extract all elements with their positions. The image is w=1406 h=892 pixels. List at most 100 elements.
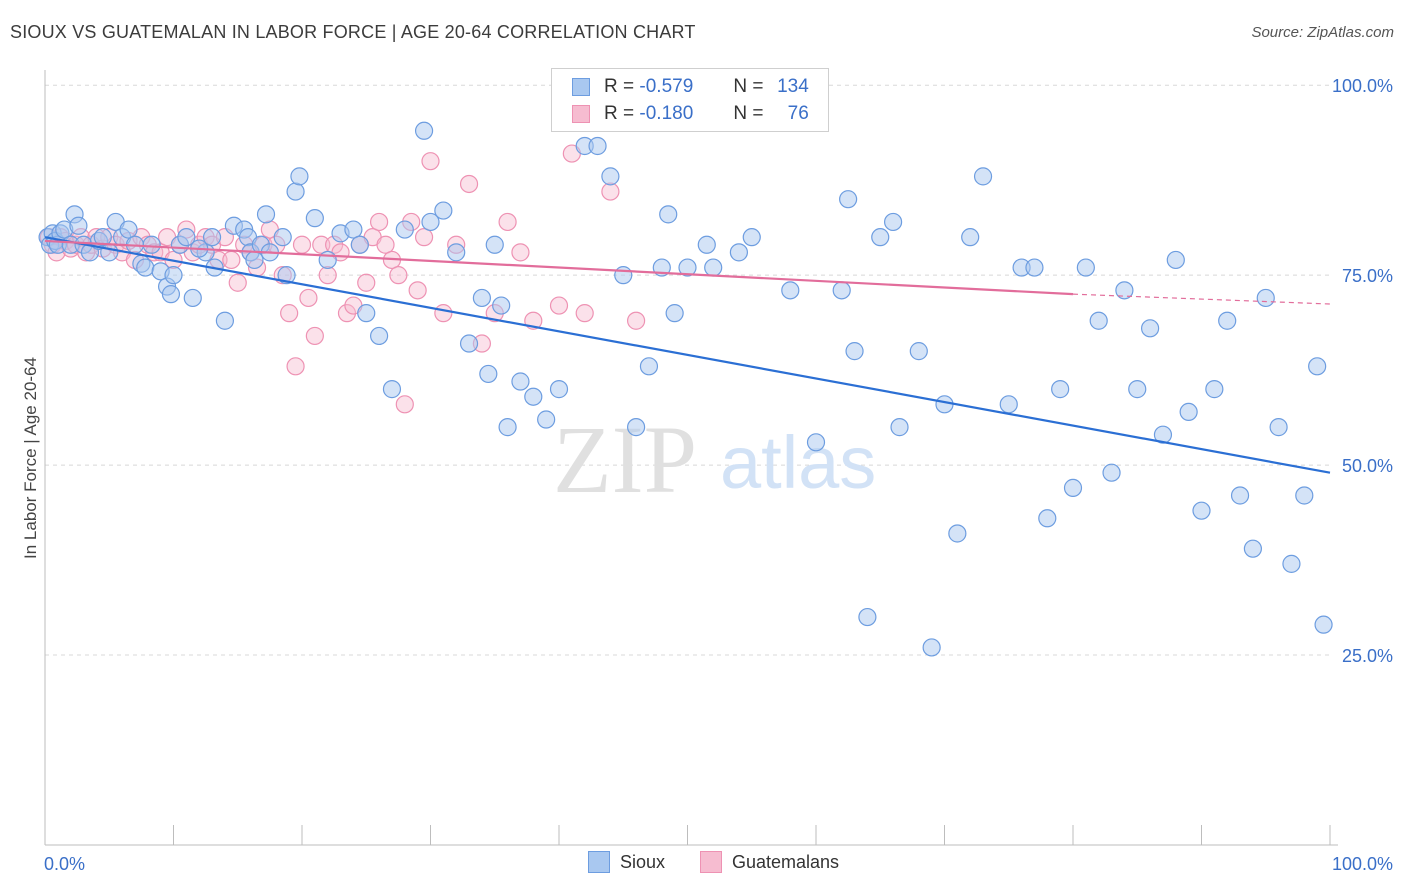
legend-row-guatemalans: R = -0.180 N = 76 bbox=[572, 101, 809, 127]
sioux-point-46 bbox=[305, 209, 324, 228]
sioux-point-58 bbox=[447, 243, 466, 262]
guatemalans-point-49 bbox=[337, 304, 357, 323]
sioux-point-121 bbox=[1282, 554, 1301, 573]
bottom-legend-guatemalans: Guatemalans bbox=[700, 851, 839, 873]
y-axis-label: In Labor Force | Age 20-64 bbox=[21, 357, 40, 559]
x-tick-label-start: 0.0% bbox=[44, 854, 85, 874]
sioux-point-40 bbox=[256, 205, 276, 224]
sioux-point-73 bbox=[626, 418, 646, 437]
sioux-point-84 bbox=[781, 281, 800, 300]
correlation-legend: R = -0.579 N = 134 R = -0.180 N = 76 bbox=[551, 68, 829, 132]
guatemalans-point-52 bbox=[357, 273, 376, 292]
bottom-guatemalans-swatch bbox=[700, 851, 722, 873]
sioux-point-65 bbox=[511, 372, 530, 391]
sioux-point-111 bbox=[1153, 425, 1173, 444]
sioux-point-94 bbox=[922, 638, 941, 657]
sioux-point-81 bbox=[729, 243, 749, 262]
tick-labels: 100.0% 75.0% 50.0% 25.0% 0.0% 100.0% bbox=[44, 76, 1393, 874]
sioux-n-value: 134 bbox=[777, 76, 809, 97]
sioux-point-92 bbox=[890, 418, 909, 437]
sioux-point-56 bbox=[421, 212, 440, 232]
guatemalans-point-42 bbox=[292, 235, 312, 254]
sioux-point-49 bbox=[344, 220, 363, 239]
sioux-point-61 bbox=[479, 364, 498, 384]
guatemalans-point-58 bbox=[395, 395, 414, 414]
sioux-point-27 bbox=[177, 228, 196, 247]
chart-title: SIOUX VS GUATEMALAN IN LABOR FORCE | AGE… bbox=[10, 22, 696, 42]
sioux-point-25 bbox=[164, 266, 183, 285]
sioux-point-116 bbox=[1218, 311, 1237, 330]
sioux-point-112 bbox=[1166, 250, 1185, 270]
sioux-point-71 bbox=[601, 167, 620, 186]
sioux-point-88 bbox=[845, 342, 864, 361]
grid-lines bbox=[45, 84, 1330, 656]
sioux-point-101 bbox=[1025, 258, 1044, 277]
guatemalans-point-65 bbox=[459, 174, 479, 194]
sioux-point-98 bbox=[973, 167, 993, 186]
sioux-point-66 bbox=[524, 387, 543, 406]
sioux-swatch bbox=[572, 78, 590, 96]
watermark-atlas: atlas bbox=[720, 421, 876, 504]
sioux-point-115 bbox=[1205, 380, 1224, 399]
sioux-point-9 bbox=[69, 216, 88, 235]
guatemalans-point-69 bbox=[511, 243, 530, 262]
sioux-point-105 bbox=[1076, 258, 1095, 277]
sioux-point-62 bbox=[485, 235, 504, 254]
legend-row-sioux: R = -0.579 N = 134 bbox=[572, 74, 809, 100]
sioux-point-114 bbox=[1192, 501, 1211, 520]
sioux-point-28 bbox=[183, 288, 202, 308]
sioux-point-77 bbox=[665, 304, 684, 323]
axes bbox=[44, 70, 1338, 846]
sioux-point-50 bbox=[350, 235, 369, 254]
guatemalans-n-value: 76 bbox=[787, 103, 809, 124]
sioux-point-85 bbox=[806, 433, 826, 452]
sioux-point-67 bbox=[537, 410, 556, 429]
sioux-point-119 bbox=[1256, 288, 1275, 308]
sioux-point-91 bbox=[883, 212, 903, 232]
guatemalans-point-41 bbox=[286, 357, 305, 376]
guatemalans-trend-line bbox=[44, 239, 1074, 296]
sioux-point-54 bbox=[395, 220, 414, 239]
guatemalans-point-60 bbox=[408, 281, 427, 300]
sioux-point-53 bbox=[382, 380, 402, 399]
sioux-point-120 bbox=[1269, 418, 1288, 437]
sioux-point-38 bbox=[245, 250, 264, 270]
guatemalans-r-value: -0.180 bbox=[639, 103, 694, 124]
sioux-point-64 bbox=[498, 418, 517, 437]
sioux-point-104 bbox=[1063, 478, 1083, 497]
sioux-point-43 bbox=[277, 266, 296, 285]
sioux-point-24 bbox=[161, 285, 181, 304]
sioux-point-80 bbox=[704, 258, 723, 277]
sioux-point-117 bbox=[1230, 486, 1250, 505]
sioux-point-118 bbox=[1243, 539, 1263, 558]
sioux-point-106 bbox=[1089, 311, 1108, 330]
sioux-point-108 bbox=[1115, 281, 1134, 300]
sioux-point-89 bbox=[858, 607, 877, 627]
sioux-point-76 bbox=[659, 205, 678, 224]
guatemalans-point-54 bbox=[370, 212, 389, 232]
sioux-point-44 bbox=[286, 182, 305, 201]
sioux-point-97 bbox=[961, 228, 980, 247]
sioux-points bbox=[38, 76, 1333, 657]
y-tick-label-1: 75.0% bbox=[1342, 266, 1393, 286]
guatemalans-point-31 bbox=[222, 250, 241, 270]
guatemalans-point-40 bbox=[280, 304, 299, 323]
sioux-point-107 bbox=[1102, 463, 1121, 482]
guatemalans-point-62 bbox=[421, 152, 440, 171]
y-tick-label-2: 50.0% bbox=[1342, 456, 1393, 476]
bottom-sioux-swatch bbox=[588, 851, 610, 873]
sioux-point-90 bbox=[871, 228, 890, 247]
sioux-point-124 bbox=[1314, 615, 1333, 634]
sioux-point-95 bbox=[935, 395, 954, 414]
sioux-point-31 bbox=[202, 228, 222, 247]
sioux-point-68 bbox=[549, 380, 569, 399]
sioux-point-33 bbox=[215, 311, 234, 330]
sioux-r-value: -0.579 bbox=[639, 76, 694, 97]
y-tick-label-0: 100.0% bbox=[1332, 76, 1393, 96]
sioux-point-21 bbox=[142, 235, 161, 254]
sioux-point-13 bbox=[93, 228, 112, 247]
guatemalans-point-74 bbox=[601, 182, 620, 201]
sioux-point-52 bbox=[370, 326, 389, 346]
sioux-point-103 bbox=[1051, 380, 1070, 399]
